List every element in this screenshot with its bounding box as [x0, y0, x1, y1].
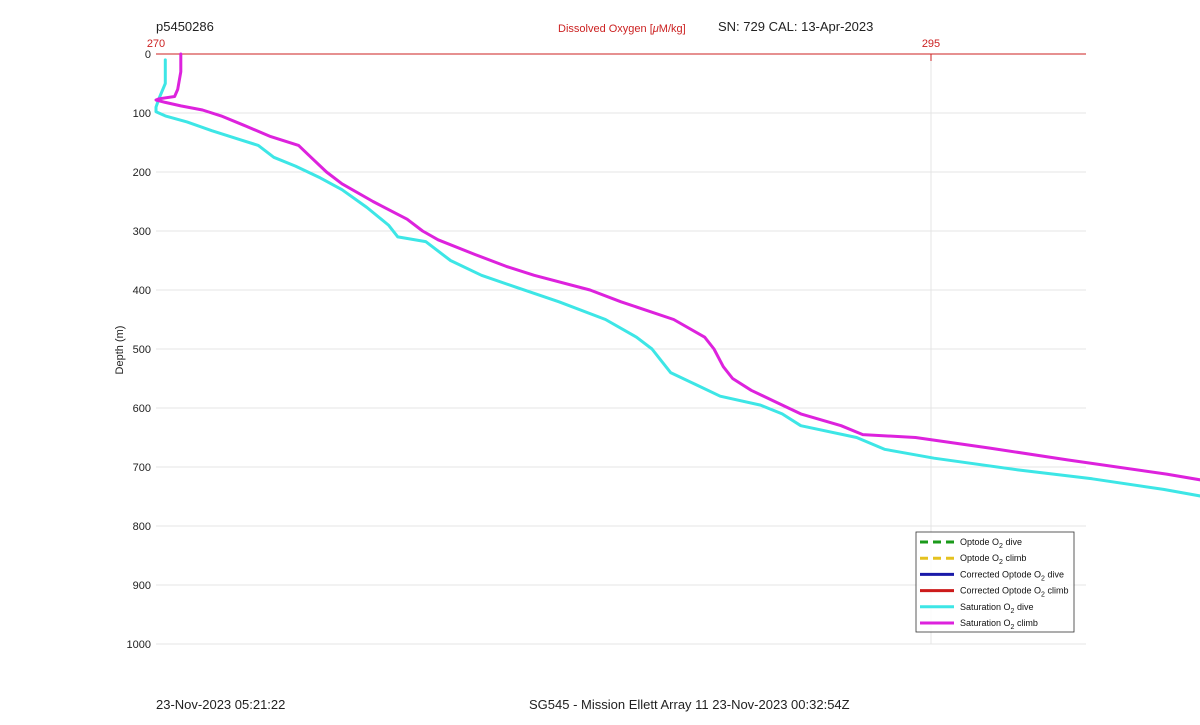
y-tick-label: 400 — [133, 285, 151, 297]
y-tick-label: 900 — [133, 580, 151, 592]
x-axis-label: Dissolved Oxygen [μM/kg] — [558, 23, 686, 35]
legend-entry-suffix: climb — [1003, 553, 1027, 563]
y-tick-label: 200 — [133, 167, 151, 179]
legend-entry-subscript: 2 — [1041, 592, 1045, 599]
axes: 0 100 200 300 400 500 600 700 800 900 1000 270 295 — [127, 38, 1086, 651]
y-tick-label: 300 — [133, 226, 151, 238]
legend-entry-suffix: climb — [1014, 618, 1038, 628]
legend-entry-suffix: dive — [1003, 537, 1022, 547]
legend-entry-text: Corrected Optode O — [960, 586, 1041, 596]
legend-entry-subscript: 2 — [1011, 608, 1015, 615]
legend-entry: Saturation O2 climb — [960, 618, 1038, 631]
legend-entry: Optode O2 climb — [960, 553, 1026, 566]
legend-entry-subscript: 2 — [1011, 624, 1015, 631]
legend-entry-subscript: 2 — [999, 559, 1003, 566]
legend-entry: Optode O2 dive — [960, 537, 1022, 550]
grid-lines — [156, 54, 1086, 645]
x-axis-label-suffix: M/kg] — [658, 23, 686, 35]
y-tick-label: 100 — [133, 108, 151, 120]
footer-timestamp: 23-Nov-2023 05:21:22 — [156, 697, 286, 712]
y-tick-label: 500 — [133, 344, 151, 356]
x-tick-label: 295 — [922, 38, 940, 50]
y-tick-label: 1000 — [127, 639, 151, 651]
sensor-info: SN: 729 CAL: 13-Apr-2023 — [718, 19, 874, 34]
series-line-saturation-dive — [154, 58, 1200, 498]
legend-entry: Corrected Optode O2 climb — [960, 586, 1068, 599]
y-tick-label: 600 — [133, 403, 151, 415]
profile-id: p5450286 — [156, 19, 214, 34]
y-tick-label: 700 — [133, 462, 151, 474]
legend-entry: Corrected Optode O2 dive — [960, 569, 1064, 582]
series-line-saturation-climb — [154, 52, 1200, 482]
x-axis-label-prefix: Dissolved Oxygen [ — [558, 23, 653, 35]
y-axis-label: Depth (m) — [114, 326, 126, 375]
legend-box — [915, 531, 1075, 633]
legend-entry-text: Corrected Optode O — [960, 569, 1041, 579]
legend-entry-text: Saturation O — [960, 602, 1011, 612]
legend-entry-suffix: dive — [1045, 569, 1064, 579]
series-lines — [154, 52, 1200, 498]
legend-entry-text: Saturation O — [960, 618, 1011, 628]
x-axis-label-mu: μ — [652, 23, 659, 35]
legend-entry-suffix: climb — [1045, 586, 1069, 596]
y-tick-label: 0 — [145, 49, 151, 61]
legend-entry-subscript: 2 — [999, 543, 1003, 550]
legend-entry-text: Optode O — [960, 553, 999, 563]
legend-entry-subscript: 2 — [1041, 575, 1045, 582]
legend-entry-text: Optode O — [960, 537, 999, 547]
y-tick-label: 800 — [133, 521, 151, 533]
legend-entry-suffix: dive — [1014, 602, 1033, 612]
legend-entry: Saturation O2 dive — [960, 602, 1033, 615]
footer-mission: SG545 - Mission Ellett Array 11 23-Nov-2… — [529, 697, 850, 712]
x-tick-label: 270 — [147, 38, 165, 50]
